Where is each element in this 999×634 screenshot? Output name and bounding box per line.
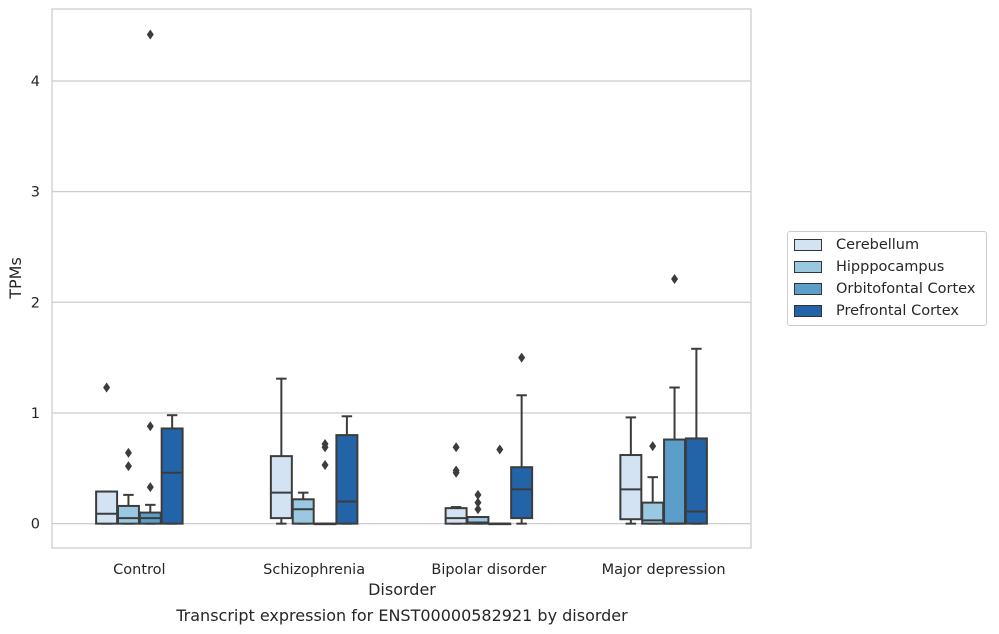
box-3-2 <box>663 274 687 525</box>
box-1-2 <box>313 438 337 526</box>
box-iqr <box>510 466 534 520</box>
y-tick-label: 1 <box>31 406 40 422</box>
box-1-3 <box>335 415 359 525</box>
box-iqr <box>619 454 643 521</box>
legend-item-orbitofrontal: Orbitofontal Cortex <box>794 280 975 298</box>
legend-label-cerebellum: Cerebellum <box>836 237 920 253</box>
box-iqr <box>335 434 359 525</box>
outlier-point <box>452 442 460 453</box>
box-1-1 <box>291 491 315 525</box>
grid-lines <box>52 80 751 525</box>
outlier-point <box>321 459 329 470</box>
y-tick-label: 3 <box>31 185 40 201</box>
axis-ticks: 0 1 2 3 4 Control Schizophrenia Bipolar disorde… <box>31 74 726 578</box>
outlier-point <box>103 382 111 393</box>
plot-frame <box>51 8 752 549</box>
box-0-2 <box>138 29 162 525</box>
legend-item-cerebellum: Cerebellum <box>794 236 919 254</box>
box-2-2 <box>488 444 512 526</box>
legend-label-orbitofrontal: Orbitofontal Cortex <box>836 281 976 297</box>
outlier-point <box>124 447 132 458</box>
x-tick-label: Bipolar disorder <box>431 562 546 578</box>
box-iqr <box>95 490 119 525</box>
box-3-1 <box>641 441 665 525</box>
box-iqr <box>116 504 140 525</box>
chart-caption: Transcript expression for ENST0000058292… <box>176 606 628 625</box>
box-iqr <box>663 438 687 525</box>
box-iqr <box>160 427 184 525</box>
legend-swatch-hippocampus <box>794 261 822 273</box>
outlier-point <box>474 504 482 515</box>
legend-swatch-prefrontal <box>794 305 822 317</box>
outlier-point <box>452 465 460 476</box>
legend-swatch-orbitofrontal <box>794 283 822 295</box>
box-1-0 <box>269 377 293 525</box>
boxes <box>95 29 708 526</box>
box-iqr <box>269 455 293 520</box>
outlier-point <box>671 274 679 285</box>
box-2-3 <box>510 352 534 525</box>
box-2-0 <box>444 442 468 525</box>
box-0-0 <box>95 382 119 525</box>
legend-swatch-cerebellum <box>794 239 822 251</box>
x-tick-label: Schizophrenia <box>263 562 365 578</box>
outlier-point <box>146 421 154 432</box>
outlier-point <box>474 489 482 500</box>
legend: Cerebellum Hipppocampus Orbitofontal Cor… <box>787 231 987 326</box>
x-tick-label: Major depression <box>602 562 726 578</box>
legend-item-prefrontal: Prefrontal Cortex <box>794 302 959 320</box>
box-iqr <box>466 516 490 525</box>
y-tick-label: 0 <box>31 517 40 533</box>
box-3-3 <box>684 347 708 525</box>
outlier-point <box>124 461 132 472</box>
outlier-point <box>321 438 329 449</box>
x-axis-title: Disorder <box>368 580 436 599</box>
box-0-1 <box>116 447 140 525</box>
outlier-point <box>518 352 526 363</box>
box-2-1 <box>466 489 490 525</box>
box-3-0 <box>619 416 643 525</box>
box-iqr <box>684 437 708 525</box>
box-iqr <box>291 498 315 525</box>
x-tick-label: Control <box>113 562 165 578</box>
y-tick-label: 2 <box>31 295 40 311</box>
legend-item-hippocampus: Hipppocampus <box>794 258 944 276</box>
outlier-point <box>496 444 504 455</box>
outlier-point <box>146 482 154 493</box>
legend-label-prefrontal: Prefrontal Cortex <box>836 303 959 319</box>
legend-label-hippocampus: Hipppocampus <box>836 259 945 275</box>
outlier-point <box>474 497 482 508</box>
outlier-point <box>649 441 657 452</box>
box-iqr <box>444 507 468 525</box>
outlier-point <box>146 29 154 40</box>
y-tick-label: 4 <box>31 74 40 90</box>
box-0-3 <box>160 414 184 525</box>
y-axis-title: TPMs <box>6 257 25 300</box>
